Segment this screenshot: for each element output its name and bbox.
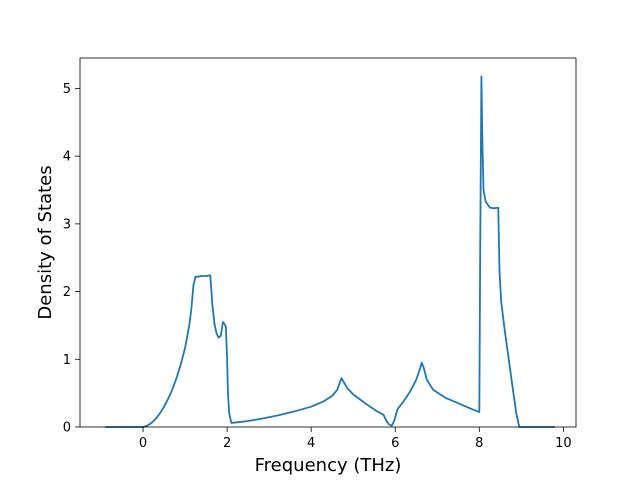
x-tick-label: 4 bbox=[307, 436, 315, 451]
y-tick-label: 3 bbox=[63, 217, 71, 232]
x-tick-label: 10 bbox=[555, 436, 572, 451]
y-tick-label: 1 bbox=[63, 353, 71, 368]
y-tick-label: 2 bbox=[63, 285, 71, 300]
plot-area bbox=[105, 75, 555, 428]
axes-frame bbox=[79, 57, 577, 428]
x-tick-label: 8 bbox=[475, 436, 483, 451]
x-tick-label: 2 bbox=[223, 436, 231, 451]
y-tick-label: 4 bbox=[63, 150, 71, 165]
x-tick-label: 6 bbox=[391, 436, 399, 451]
y-axis-label: Density of States bbox=[35, 165, 56, 319]
dos-series-line bbox=[105, 75, 555, 428]
x-axis-label: Frequency (THz) bbox=[255, 455, 402, 476]
y-tick-label: 0 bbox=[63, 421, 71, 436]
y-tick-label: 5 bbox=[63, 82, 71, 97]
x-tick-label: 0 bbox=[139, 436, 147, 451]
ticks: 0 2 4 6 8 10 0 1 2 3 4 5 bbox=[63, 82, 572, 451]
